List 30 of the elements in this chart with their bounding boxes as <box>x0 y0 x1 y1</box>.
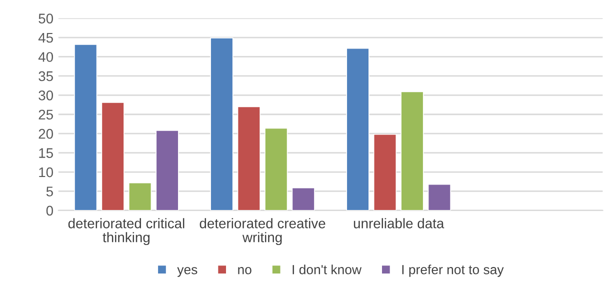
y-tick-label: 35 <box>38 71 53 82</box>
x-tick-label: unreliable data <box>354 218 444 228</box>
bar <box>128 182 152 210</box>
legend-label: yes <box>177 267 198 277</box>
bar <box>264 128 288 210</box>
y-tick-label: 25 <box>38 110 53 120</box>
x-tick-label: deteriorated creative writing <box>200 218 326 246</box>
y-tick-label: 50 <box>38 14 54 24</box>
bar <box>156 130 179 210</box>
legend-label: I prefer not to say <box>402 264 504 277</box>
bar <box>373 134 397 210</box>
y-tick-label: 0 <box>46 206 54 216</box>
bar <box>292 187 315 210</box>
y-tick-label: 5 <box>46 186 53 196</box>
y-tick-label: 40 <box>38 52 54 62</box>
bar <box>346 48 370 210</box>
y-tick-label: 10 <box>39 167 54 178</box>
y-tick-label: 20 <box>38 128 54 139</box>
bar <box>237 106 260 210</box>
legend-label: I don't know <box>292 264 362 274</box>
bar <box>74 44 98 210</box>
y-tick-label: 15 <box>39 148 53 158</box>
legend-label: no <box>238 267 252 274</box>
bar <box>210 37 234 210</box>
y-tick-label: 30 <box>38 90 54 100</box>
bar <box>400 91 424 210</box>
y-tick-label: 45 <box>38 32 53 43</box>
bar <box>428 184 451 210</box>
bar <box>101 102 124 210</box>
x-tick-label: deteriorated critical thinking <box>68 218 184 246</box>
